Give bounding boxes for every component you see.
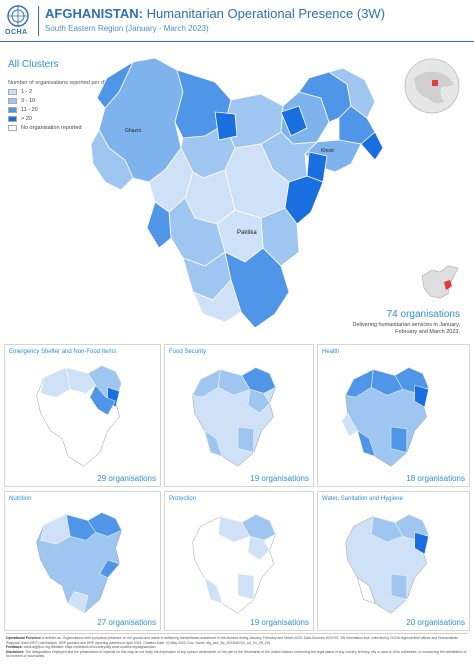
region-choropleth-map: Paktika Khost Ghazni [90, 57, 384, 329]
district-area [328, 67, 376, 119]
footer-feedback: Feedback: ocha-afg@un.org Website: https… [6, 645, 468, 650]
district-area [214, 111, 238, 141]
header: OCHA AFGHANISTAN: Humanitarian Operation… [0, 0, 474, 42]
legend-label: > 20 [21, 116, 32, 122]
legend-item: 3 - 10 [8, 97, 118, 105]
cluster-count: 19 organisations [250, 474, 309, 483]
district-area [146, 201, 172, 249]
district-area [360, 131, 384, 161]
total-organisations-description: Delivering humanitarian services in Janu… [352, 322, 460, 335]
district-area [96, 60, 134, 109]
cluster-title: Food Security [169, 349, 207, 355]
cluster-map [341, 367, 429, 467]
footer-divider [6, 633, 468, 634]
cluster-panel-protection: Protection 19 organisations [164, 491, 314, 631]
cluster-title: Water, Sanitation and Hygiene [322, 496, 403, 502]
cluster-map [345, 514, 429, 614]
footer-label: Feedback: [6, 645, 23, 650]
title-rest: Humanitarian Operational Presence (3W) [142, 6, 386, 21]
place-label-paktika: Paktika [237, 230, 257, 236]
cluster-panel-wash: Water, Sanitation and Hygiene 20 organis… [317, 491, 470, 631]
cluster-map [36, 512, 122, 614]
cluster-title: Emergency Shelter and Non-Food Items [9, 349, 117, 355]
cluster-count: 18 organisations [406, 474, 465, 483]
cluster-count: 29 organisations [97, 474, 156, 483]
cluster-panel-food-security: Food Security 19 organisations [164, 344, 314, 487]
footer-text: The designations employed and the presen… [6, 649, 467, 659]
footer-label: Disclaimer: [6, 649, 25, 654]
page-title: AFGHANISTAN: Humanitarian Operational Pr… [45, 6, 385, 21]
legend-swatch [8, 125, 17, 131]
legend-title: Number of organisations reported per dis… [8, 80, 117, 86]
cluster-map [192, 514, 276, 614]
legend-swatch [8, 116, 17, 122]
cluster-map [36, 365, 122, 467]
legend-item: > 20 [8, 115, 118, 123]
cluster-map [192, 367, 276, 467]
footer-definition: Operational Presence is defined as: Orga… [6, 636, 468, 645]
ocha-logo-text: OCHA [5, 29, 28, 36]
header-divider [38, 6, 39, 36]
district-area [280, 105, 308, 137]
place-label-khost: Khost [321, 148, 334, 154]
page-subtitle: South Eastern Region (January - March 20… [45, 24, 209, 33]
footer-disclaimer: Disclaimer: The designations employed an… [6, 650, 468, 659]
globe-locator-icon [404, 58, 460, 114]
legend-item: No organisation reported [8, 124, 118, 132]
cluster-panel-health: Health 18 organisations [317, 344, 470, 487]
legend-label: No organisation reported [21, 125, 82, 131]
legend-swatch [8, 107, 17, 113]
un-emblem-icon [7, 5, 29, 27]
map-legend: Number of organisations reported per dis… [8, 80, 118, 132]
footer-text: ocha-afg@un.org Website: https://reliefw… [22, 645, 156, 650]
place-label-ghazni: Ghazni [125, 128, 141, 134]
cluster-count: 20 organisations [406, 618, 465, 627]
cluster-panel-nutrition: Nutrition 27 organisations [4, 491, 161, 631]
legend-label: 11 - 20 [21, 107, 38, 113]
legend-swatch [8, 89, 17, 95]
footer-text: is defined as: Organizations with a phys… [6, 636, 459, 645]
cluster-title: Nutrition [9, 496, 32, 502]
country-inset-map [421, 265, 459, 299]
district-area [90, 129, 134, 191]
legend-swatch [8, 98, 17, 104]
title-country: AFGHANISTAN: [45, 6, 143, 21]
total-organisations-count: 74 organisations [386, 309, 460, 320]
header-underline [0, 41, 474, 42]
footer-label: Operational Presence [6, 636, 41, 640]
legend-label: 1 - 2 [21, 89, 33, 95]
district-area [192, 279, 242, 323]
cluster-title: Health [322, 349, 340, 355]
legend-label: 3 - 10 [21, 98, 36, 104]
legend-item: 1 - 2 [8, 88, 118, 96]
cluster-panel-shelter: Emergency Shelter and Non-Food Items 29 … [4, 344, 161, 487]
cluster-title: Protection [169, 496, 197, 502]
cluster-count: 27 organisations [97, 618, 156, 627]
all-clusters-heading: All Clusters [8, 59, 59, 70]
cluster-count: 19 organisations [250, 618, 309, 627]
footer-notes: Operational Presence is defined as: Orga… [6, 636, 468, 659]
legend-item: 11 - 20 [8, 106, 118, 114]
